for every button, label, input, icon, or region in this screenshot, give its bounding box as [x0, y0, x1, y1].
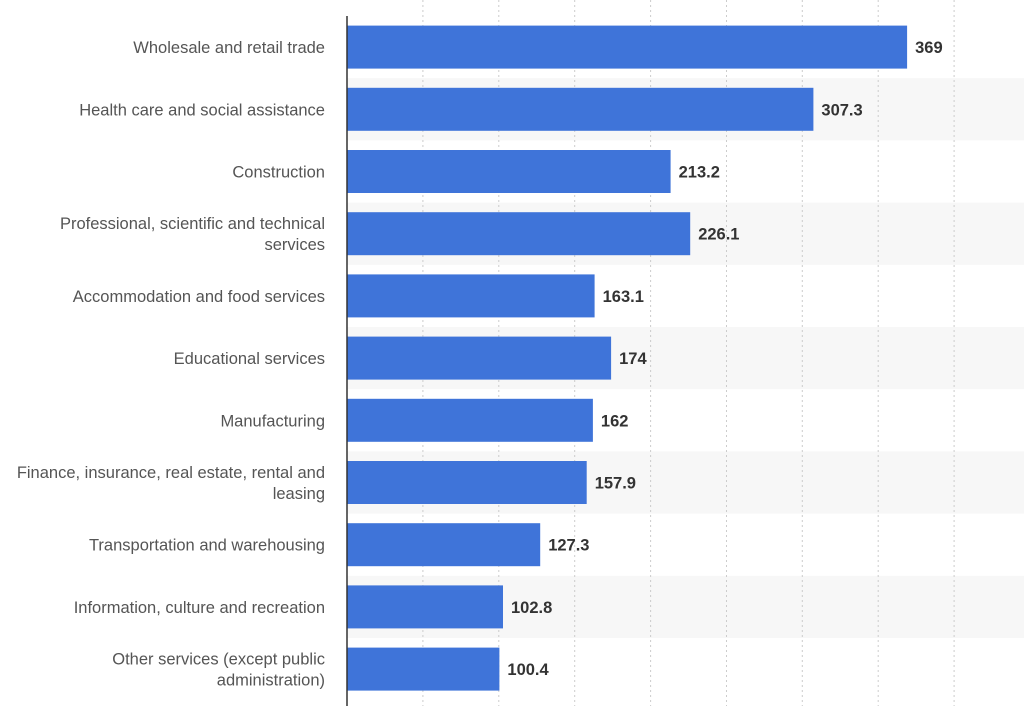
category-label: Manufacturing	[220, 412, 325, 430]
bar	[347, 398, 593, 442]
category-label-line: Construction	[232, 164, 325, 182]
category-label-line: Accommodation and food services	[73, 288, 325, 306]
category-label-line: Health care and social assistance	[79, 101, 325, 119]
value-label: 226.1	[698, 226, 739, 244]
bar	[347, 523, 541, 567]
category-label: Information, culture and recreation	[74, 599, 325, 617]
value-label: 369	[915, 39, 943, 57]
category-label-line: Professional, scientific and technical	[60, 215, 325, 233]
category-label-line: Wholesale and retail trade	[133, 39, 325, 57]
category-label-line: Manufacturing	[220, 412, 325, 430]
bar	[347, 25, 908, 69]
value-label: 163.1	[603, 288, 644, 306]
category-label-line: administration)	[217, 672, 325, 690]
category-label-line: leasing	[273, 485, 325, 503]
value-label: 174	[619, 350, 647, 368]
category-label: Accommodation and food services	[73, 288, 325, 306]
value-label: 100.4	[507, 661, 549, 679]
category-label: Health care and social assistance	[79, 101, 325, 119]
bar	[347, 150, 671, 193]
value-labels: 369 307.3 213.2 226.1 163.1 174 162 157.9 127.3 1…	[507, 39, 942, 679]
bars	[347, 25, 908, 691]
category-label: Transportation and warehousing	[89, 537, 325, 555]
category-label-line: Educational services	[174, 350, 325, 368]
value-label: 157.9	[595, 475, 636, 493]
value-label: 162	[601, 412, 629, 430]
bar	[347, 585, 503, 629]
category-label: Other services (except public administrat…	[112, 651, 325, 690]
category-label-line: Transportation and warehousing	[89, 537, 325, 555]
bar	[347, 336, 612, 380]
value-label: 307.3	[821, 101, 862, 119]
bar	[347, 212, 691, 256]
category-label-line: Finance, insurance, real estate, rental …	[17, 464, 325, 482]
value-label: 213.2	[679, 164, 720, 182]
category-labels: Wholesale and retail trade Health care an…	[17, 39, 325, 690]
value-label: 127.3	[548, 537, 589, 555]
bar	[347, 87, 814, 131]
category-label-line: services	[264, 236, 325, 254]
value-label: 102.8	[511, 599, 552, 617]
category-label-line: Other services (except public	[112, 651, 325, 669]
category-label-line: Information, culture and recreation	[74, 599, 325, 617]
category-label: Finance, insurance, real estate, rental …	[17, 464, 325, 503]
category-label: Professional, scientific and technical se…	[60, 215, 325, 254]
bar	[347, 461, 587, 504]
category-label: Wholesale and retail trade	[133, 39, 325, 57]
bar	[347, 274, 595, 318]
bar	[347, 647, 500, 691]
category-label: Educational services	[174, 350, 325, 368]
category-label: Construction	[232, 164, 325, 182]
